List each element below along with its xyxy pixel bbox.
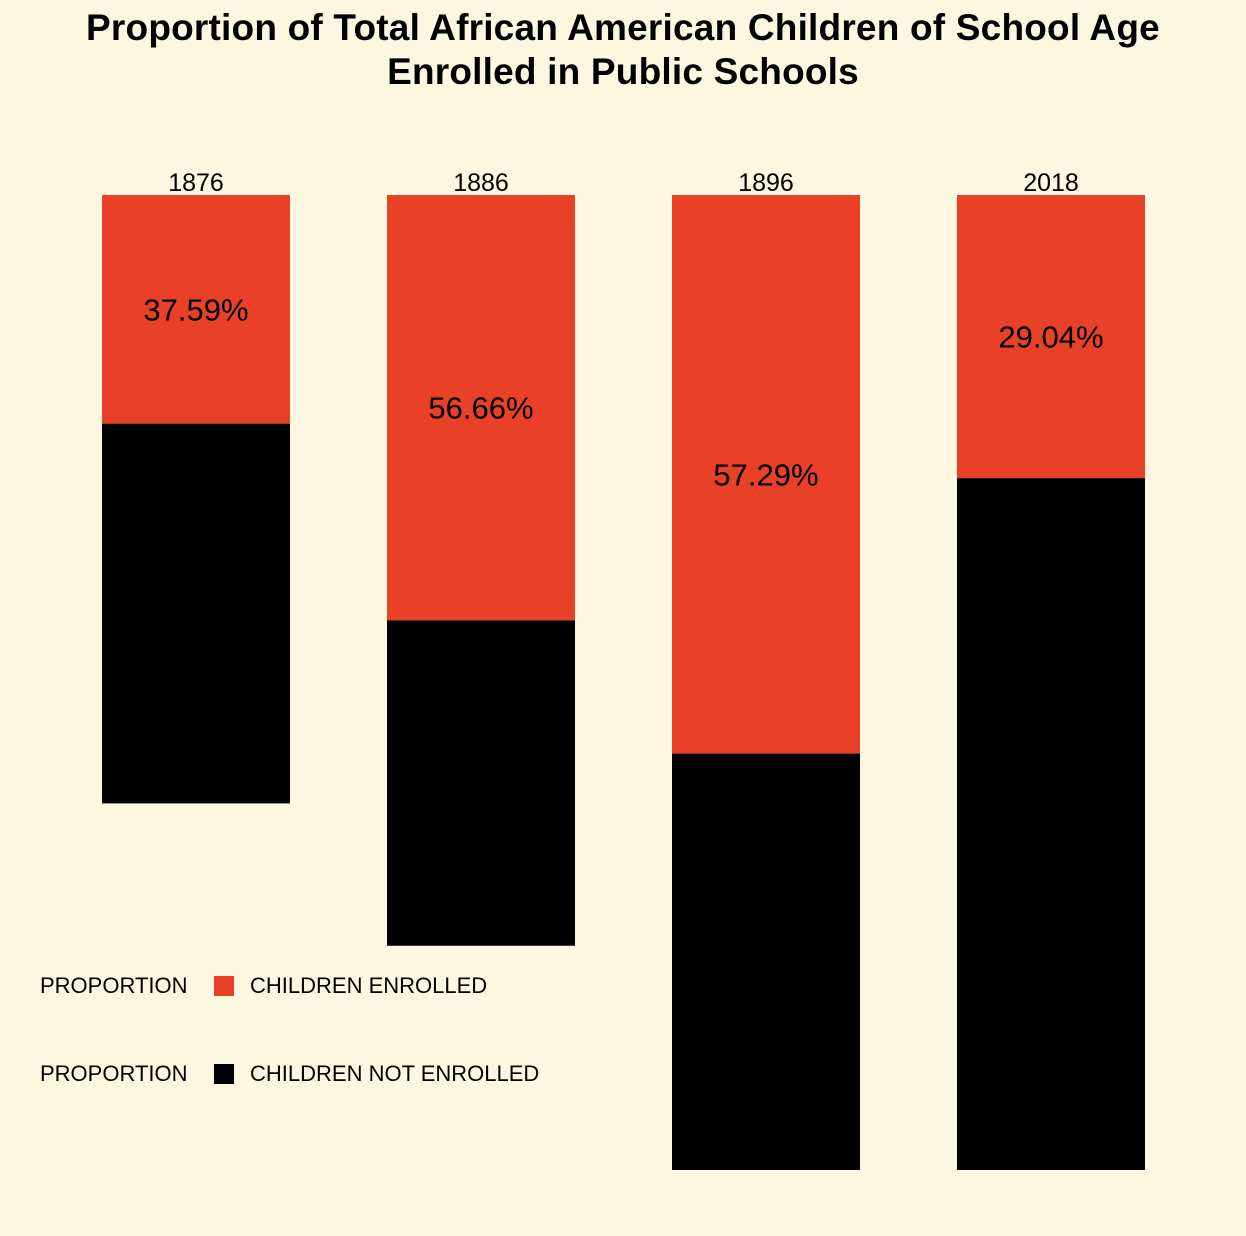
bar-not-enrolled-2018 [957,478,1145,1170]
category-label-1876: 1876 [168,169,224,197]
chart-title-line-1: Proportion of Total African American Chi… [86,7,1160,48]
legend-swatch-enrolled [214,976,234,996]
chart-title: Proportion of Total African American Chi… [0,6,1246,94]
bar-not-enrolled-1896 [672,753,860,1170]
bar-enrolled-1896 [672,195,860,754]
data-label-1886: 56.66% [428,391,533,426]
bar-group-1886: 1886 56.66% [387,169,575,946]
legend-label: CHILDREN ENROLLED [250,973,488,998]
bar-not-enrolled-1876 [102,423,290,804]
legend-title: PROPORTION [40,1061,188,1086]
bar-group-1876: 1876 37.59% [102,169,290,804]
bar-not-enrolled-1886 [387,620,575,946]
bar-group-2018: 2018 29.04% [957,169,1145,1170]
category-label-1896: 1896 [738,169,794,197]
legend-item-enrolled: PROPORTION CHILDREN ENROLLED [40,973,487,999]
data-label-1896: 57.29% [713,457,818,492]
bar-group-1896: 1896 57.29% [672,169,860,1170]
chart-title-line-2: Enrolled in Public Schools [387,51,859,92]
legend-item-not-enrolled: PROPORTION CHILDREN NOT ENROLLED [40,1061,539,1087]
bar-enrolled-1886 [387,195,575,621]
bar-enrolled-2018 [957,195,1145,479]
data-label-1876: 37.59% [143,292,248,327]
category-label-1886: 1886 [453,169,509,197]
legend-title: PROPORTION [40,973,188,998]
bar-enrolled-1876 [102,195,290,424]
data-label-2018: 29.04% [998,320,1103,355]
legend-swatch-not-enrolled [214,1064,234,1084]
category-label-2018: 2018 [1023,169,1079,197]
legend-label: CHILDREN NOT ENROLLED [250,1061,540,1086]
